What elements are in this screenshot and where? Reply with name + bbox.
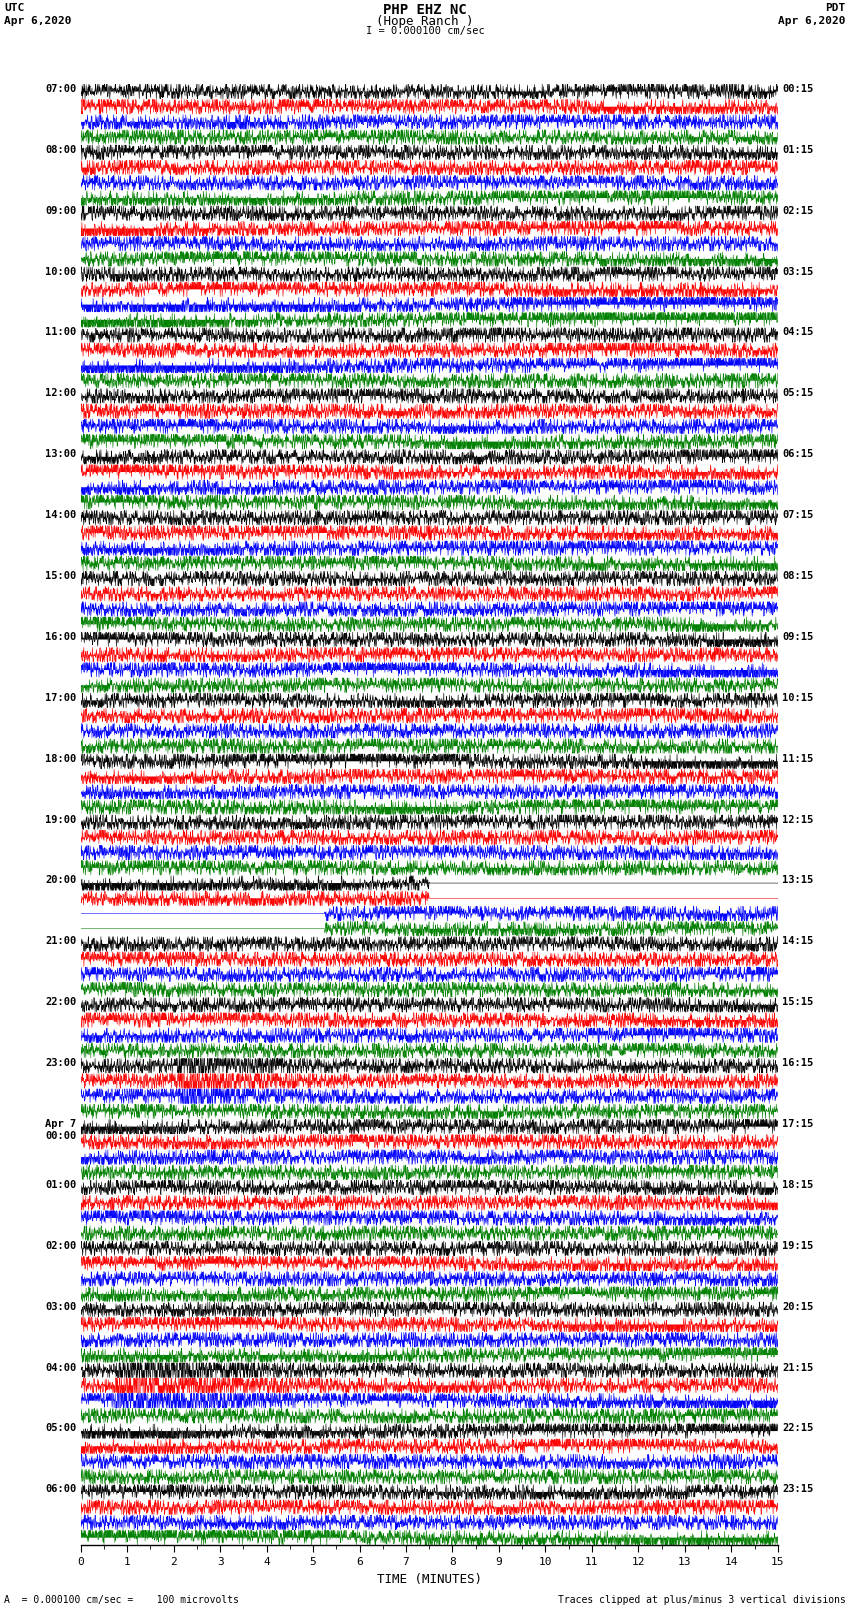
Text: PDT: PDT — [825, 3, 846, 13]
Text: UTC: UTC — [4, 3, 25, 13]
X-axis label: TIME (MINUTES): TIME (MINUTES) — [377, 1573, 482, 1586]
Text: (Hope Ranch ): (Hope Ranch ) — [377, 15, 473, 27]
Text: Traces clipped at plus/minus 3 vertical divisions: Traces clipped at plus/minus 3 vertical … — [558, 1595, 846, 1605]
Text: A  = 0.000100 cm/sec =    100 microvolts: A = 0.000100 cm/sec = 100 microvolts — [4, 1595, 239, 1605]
Text: I = 0.000100 cm/sec: I = 0.000100 cm/sec — [366, 26, 484, 35]
Text: Apr 6,2020: Apr 6,2020 — [779, 16, 846, 26]
Text: Apr 6,2020: Apr 6,2020 — [4, 16, 71, 26]
Text: PHP EHZ NC: PHP EHZ NC — [383, 3, 467, 18]
